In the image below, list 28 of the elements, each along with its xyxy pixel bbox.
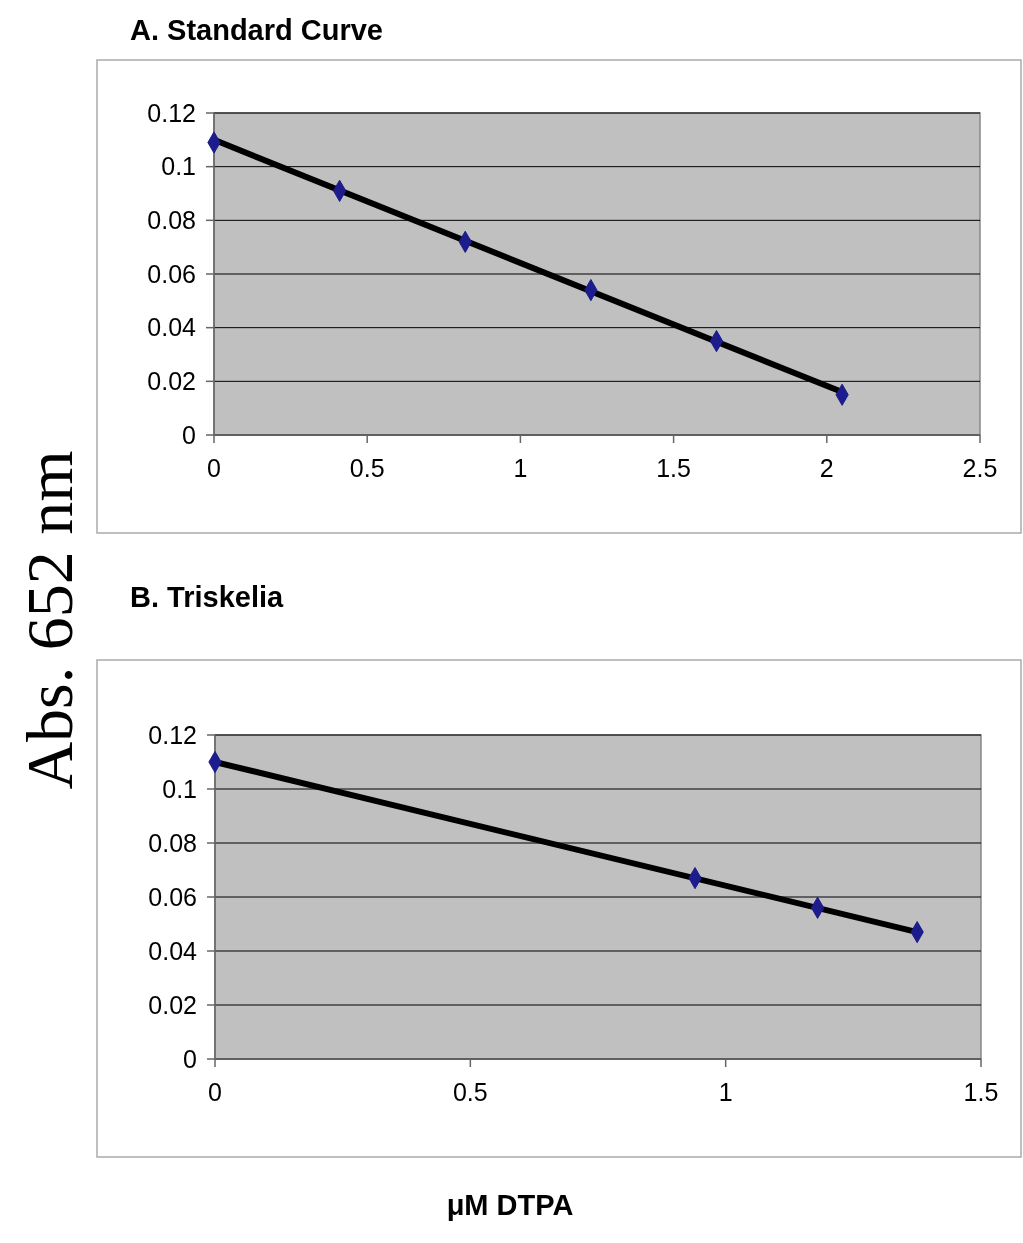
y-tick-label: 0.06: [147, 259, 196, 288]
x-tick-label: 0: [207, 454, 221, 482]
x-tick-label: 0.5: [452, 1078, 488, 1106]
y-tick-label: 0.04: [147, 313, 197, 342]
y-tick-label: 0.04: [148, 936, 198, 965]
y-tick-label: 0.08: [148, 828, 197, 857]
y-axis-title: Abs. 652 nm: [13, 450, 86, 790]
y-tick-label: 0: [182, 420, 196, 449]
y-tick-label: 0.06: [148, 882, 197, 911]
chart-title: B. Triskelia: [130, 581, 285, 613]
y-tick-label: 0.02: [147, 367, 196, 396]
y-tick-label: 0.1: [162, 774, 197, 803]
x-tick-label: 1: [513, 454, 528, 482]
y-tick-label: 0.02: [148, 990, 197, 1019]
y-tick-label: 0: [183, 1044, 197, 1073]
x-tick-label: 2: [819, 454, 834, 482]
x-tick-label: 1.5: [656, 454, 691, 482]
x-tick-label: 0.5: [349, 454, 385, 482]
x-tick-label: 1.5: [963, 1078, 999, 1106]
y-tick-label: 0.12: [147, 98, 196, 127]
x-axis-title: μM DTPA: [446, 1189, 574, 1221]
x-tick-label: 1: [718, 1078, 733, 1106]
y-tick-label: 0.12: [148, 720, 197, 749]
x-tick-label: 2.5: [962, 454, 998, 482]
y-tick-label: 0.1: [161, 152, 196, 181]
y-tick-label: 0.08: [147, 206, 196, 235]
x-tick-label: 0: [208, 1078, 222, 1106]
chart-title: A. Standard Curve: [130, 14, 383, 46]
